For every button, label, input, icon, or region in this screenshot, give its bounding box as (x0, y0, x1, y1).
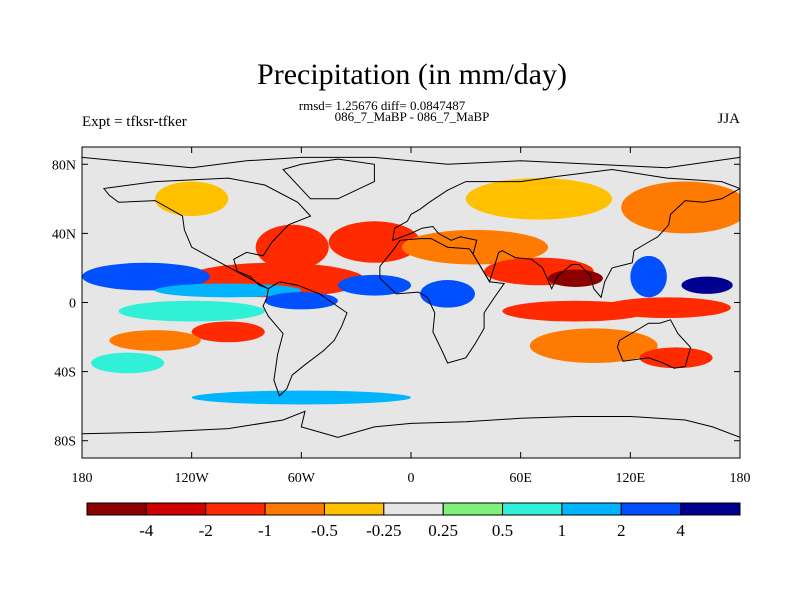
colorbar-swatch-2 (145, 502, 207, 516)
x-tick-label: 0 (408, 471, 415, 486)
axes: 180 120W 60W 0 60E 120E 180 80N 40N 0 40S 80S (52, 147, 751, 486)
experiment-label: Expt = tfksr-tfker (82, 114, 187, 130)
colorbar-swatch-9 (561, 502, 622, 516)
coastline-8 (82, 156, 740, 169)
colorbar-swatch-3 (205, 502, 266, 516)
colorbar: -4 -2 -1 -0.5 -0.25 0.25 0.5 1 2 4 (86, 502, 741, 540)
colorbar-swatch-5 (323, 502, 385, 516)
coastline-6 (82, 410, 740, 458)
coastline-2 (262, 281, 348, 397)
colorbar-swatch-8 (502, 502, 563, 516)
season-label: JJA (717, 111, 740, 127)
anomaly-patch-10 (191, 321, 265, 343)
colorbar-swatch-1 (86, 502, 147, 516)
anomaly-patch-22 (681, 276, 733, 294)
precip-anomaly-field (82, 178, 740, 405)
colorbar-label: -0.5 (311, 521, 338, 540)
colorbar-label: 2 (617, 521, 626, 540)
colorbar-label: -0.25 (366, 521, 401, 540)
colorbar-swatch-11 (680, 502, 741, 516)
anomaly-patch-3 (255, 224, 329, 270)
x-tick-label: 180 (72, 471, 93, 486)
coastline-3 (379, 238, 506, 364)
anomaly-patch-24 (118, 300, 265, 322)
colorbar-swatch-6 (383, 502, 444, 516)
colorbar-swatch-7 (442, 502, 504, 516)
colorbar-label: -4 (139, 521, 154, 540)
colorbar-label: -1 (258, 521, 272, 540)
colorbar-label: 1 (558, 521, 567, 540)
coastline-4 (392, 168, 740, 299)
anomaly-patch-12 (529, 328, 658, 363)
anomaly-patch-13 (639, 347, 713, 369)
coastlines (82, 156, 740, 458)
x-tick-label: 120E (616, 471, 646, 486)
anomaly-patch-4 (328, 221, 421, 263)
stats-subtitle: rmsd= 1.25676 diff= 0.0847487 (299, 98, 466, 113)
y-tick-label: 0 (69, 297, 76, 312)
y-tick-label: 40S (54, 366, 76, 381)
colorbar-label: 0.25 (428, 521, 458, 540)
x-tick-label: 60W (288, 471, 316, 486)
anomaly-patch-25 (91, 352, 165, 374)
anomaly-patch-14 (621, 181, 740, 234)
anomaly-patch-21 (420, 280, 475, 308)
anomaly-patch-17 (82, 262, 210, 291)
colorbar-swatch-10 (620, 502, 682, 516)
colorbar-label: 4 (676, 521, 685, 540)
anomaly-patch-9 (602, 297, 731, 319)
y-tick-label: 80N (52, 158, 76, 173)
anomaly-patch-15 (465, 178, 613, 220)
anomaly-patch-16 (155, 181, 229, 217)
colorbar-label: 0.5 (492, 521, 513, 540)
runs-subtitle: 086_7_MaBP - 086_7_MaBP (335, 109, 490, 124)
x-tick-label: 60E (509, 471, 532, 486)
map-field (82, 147, 740, 458)
y-tick-label: 40N (52, 227, 76, 242)
chart-title: Precipitation (in mm/day) (257, 58, 567, 91)
anomaly-patch-19 (264, 292, 338, 310)
y-tick-label: 80S (54, 435, 76, 450)
coastline-5 (616, 319, 692, 369)
x-tick-label: 180 (730, 471, 751, 486)
anomaly-patch-11 (109, 330, 201, 351)
anomaly-patch-23 (630, 255, 667, 298)
x-tick-label: 120W (175, 471, 210, 486)
coastline-7 (282, 158, 375, 200)
coastline-1 (102, 177, 312, 290)
colorbar-label: -2 (199, 521, 213, 540)
anomaly-patch-20 (337, 274, 412, 296)
colorbar-swatch-4 (264, 502, 325, 516)
anomaly-patch-26 (191, 390, 411, 405)
